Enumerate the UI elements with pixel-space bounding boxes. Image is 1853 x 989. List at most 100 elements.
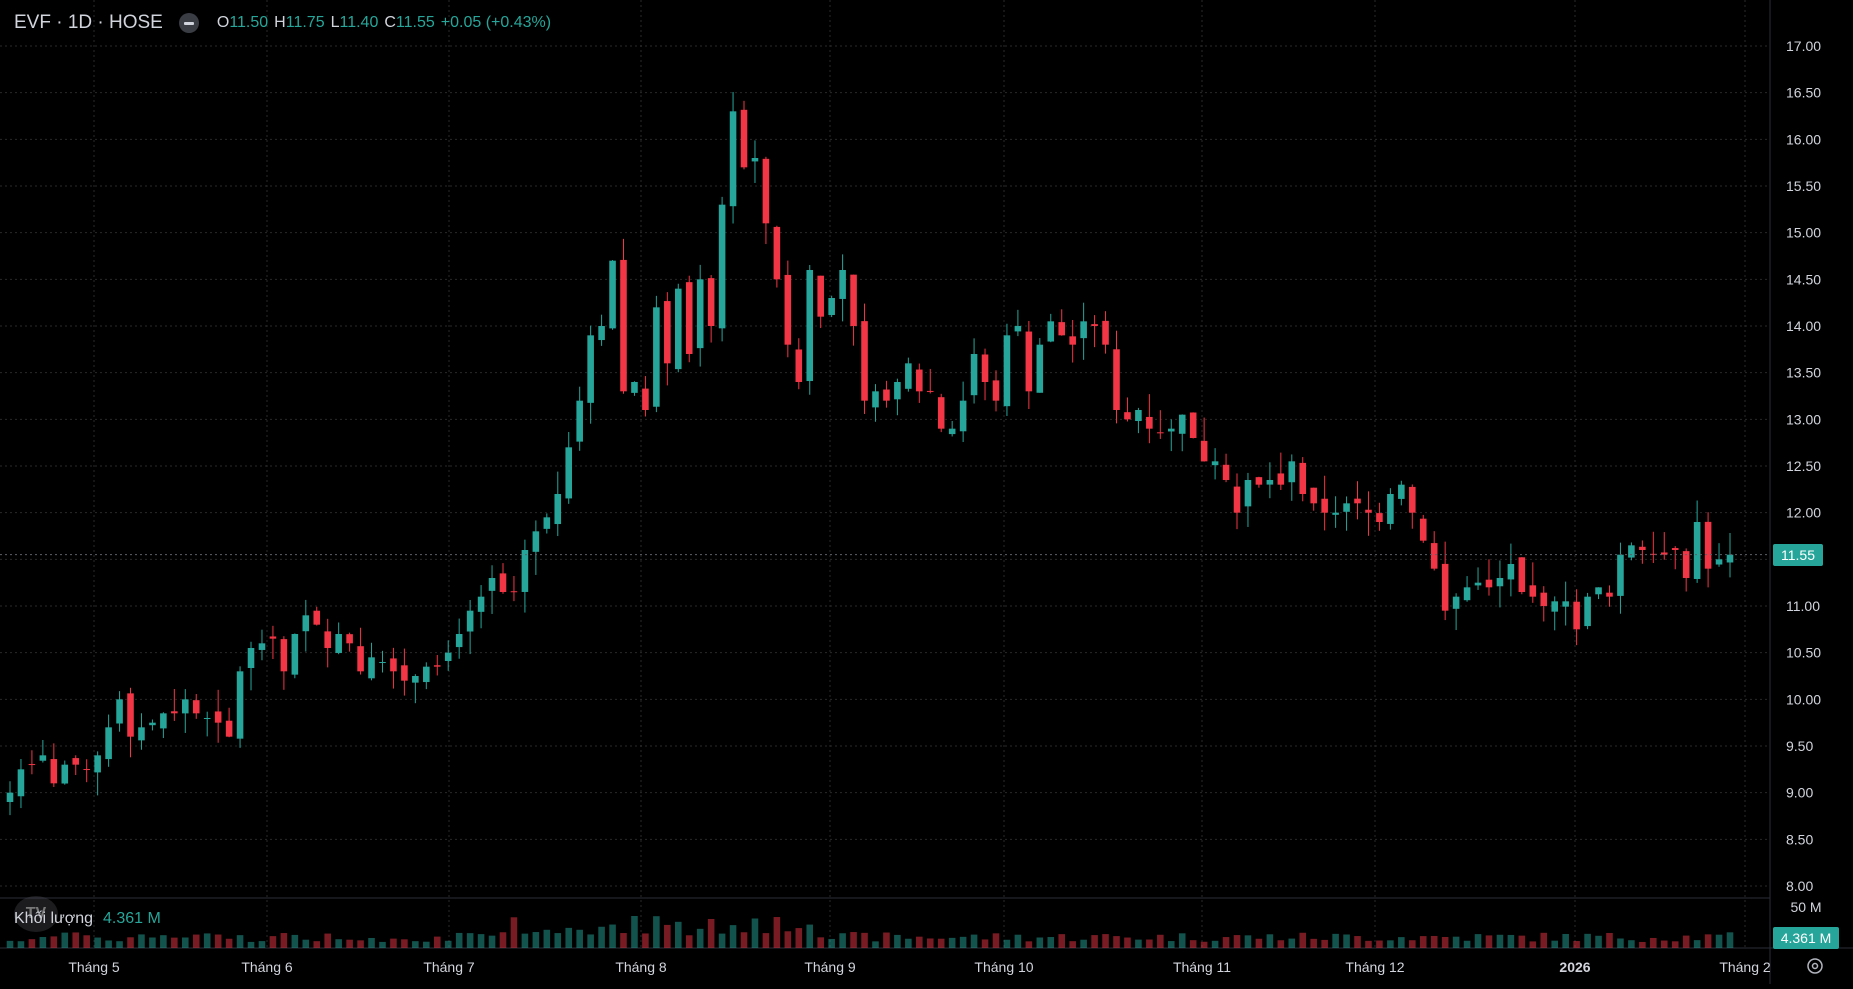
volume-bar: [1715, 934, 1723, 948]
volume-bar: [247, 941, 255, 948]
volume-bar: [28, 939, 36, 948]
volume-bar: [1124, 937, 1131, 948]
volume-bar: [1682, 935, 1690, 948]
candle-body: [1671, 548, 1679, 550]
volume-bar: [1310, 938, 1317, 948]
candle-body: [1441, 563, 1449, 611]
volume-bar: [817, 937, 824, 948]
y-tick-label: 8.00: [1786, 878, 1813, 894]
volume-bar: [94, 937, 101, 948]
volume-bar: [324, 933, 331, 948]
volume-bar: [598, 926, 605, 948]
candle-body: [138, 727, 145, 741]
hide-series-button[interactable]: [178, 13, 199, 33]
candle-body: [346, 634, 353, 644]
volume-bar: [1507, 934, 1515, 948]
candle-body: [1058, 322, 1066, 336]
candle-body: [1135, 410, 1142, 422]
candle-body: [674, 288, 682, 370]
volume-bar: [576, 929, 583, 948]
candle-body: [1485, 579, 1493, 588]
volume-bar: [795, 928, 803, 948]
volume-bar: [138, 934, 145, 948]
volume-label[interactable]: Khối lượng: [14, 910, 94, 927]
candle-body: [94, 755, 101, 773]
candle-body: [839, 270, 846, 299]
candle-body: [1474, 582, 1482, 586]
settings-gear-icon[interactable]: [1805, 956, 1825, 976]
time-axis[interactable]: Tháng 5 Tháng 6 Tháng 7 Tháng 8 Tháng 9 Tháng…: [68, 959, 1771, 975]
volume-bar: [1376, 940, 1383, 948]
y-tick-label: 14.00: [1786, 318, 1821, 334]
volume-bar: [894, 934, 901, 948]
candle-body: [1584, 596, 1591, 627]
symbol-title[interactable]: EVF · 1D · HOSE: [14, 12, 163, 33]
volume-bar: [992, 933, 1000, 948]
candle-body: [1003, 335, 1011, 407]
candle-body: [433, 665, 441, 667]
volume-bar: [1069, 941, 1076, 948]
volume-bar: [1617, 938, 1624, 948]
volume-bar: [1584, 933, 1591, 948]
volume-bar: [905, 938, 912, 948]
volume-bar: [1540, 932, 1548, 948]
candle-body: [653, 307, 660, 407]
volume-bar: [872, 941, 879, 948]
candle-body: [1540, 592, 1548, 606]
volume-bar: [368, 937, 375, 948]
candle-body: [861, 321, 868, 401]
candle-body: [970, 354, 978, 396]
volume-bar: [192, 934, 200, 948]
volume-bar: [423, 941, 430, 948]
candle-body: [160, 713, 167, 729]
candle-body: [981, 354, 989, 382]
volume-bar: [1255, 938, 1263, 948]
volume-bar: [1365, 940, 1372, 948]
candle-body: [1715, 559, 1723, 565]
candle-body: [313, 610, 321, 625]
candle-body: [1167, 428, 1175, 432]
candle-body: [1266, 480, 1274, 485]
volume-bar: [1091, 935, 1098, 948]
close-value: 11.55: [395, 14, 435, 31]
volume-bar: [1671, 941, 1679, 948]
volume-bar: [1211, 940, 1219, 948]
volume-bar: [828, 938, 835, 948]
volume-bar: [1704, 934, 1712, 948]
volume-bar: [335, 939, 342, 948]
volume-bar: [1244, 935, 1252, 948]
candle-body: [620, 259, 627, 392]
candle-body: [1693, 522, 1701, 579]
volume-bar: [1430, 935, 1438, 948]
volume-bar: [1485, 935, 1493, 948]
candle-body: [510, 591, 518, 593]
candle-body: [532, 531, 540, 552]
candle-body: [1222, 464, 1230, 480]
volume-bar: [466, 933, 474, 948]
candle-body: [127, 693, 134, 737]
volume-bar: [1299, 932, 1307, 948]
volume-bar: [6, 940, 14, 948]
candle-body: [171, 711, 178, 714]
candle-body: [642, 388, 649, 410]
volume-bar: [499, 932, 507, 948]
candle-body: [576, 400, 583, 442]
candle-body: [499, 573, 507, 592]
tradingview-logo[interactable]: TV: [14, 896, 58, 932]
candle-body: [72, 758, 80, 765]
price-axis[interactable]: 17.00 16.50 16.00 15.50 15.00 14.50 14.00 13.50…: [1786, 38, 1821, 894]
volume-bar: [1463, 940, 1471, 948]
volume-bar: [981, 939, 989, 948]
candle-body: [664, 301, 671, 364]
volume-scale-label: 50 M: [1790, 899, 1821, 915]
x-tick-label: Tháng 7: [423, 959, 475, 975]
candle-body: [1299, 462, 1307, 494]
candle-body: [1102, 320, 1109, 345]
volume-bar: [565, 927, 573, 948]
candle-body: [784, 274, 792, 345]
volume-bar: [1606, 932, 1613, 948]
candle-body: [444, 652, 452, 661]
volume-bar: [762, 933, 770, 948]
